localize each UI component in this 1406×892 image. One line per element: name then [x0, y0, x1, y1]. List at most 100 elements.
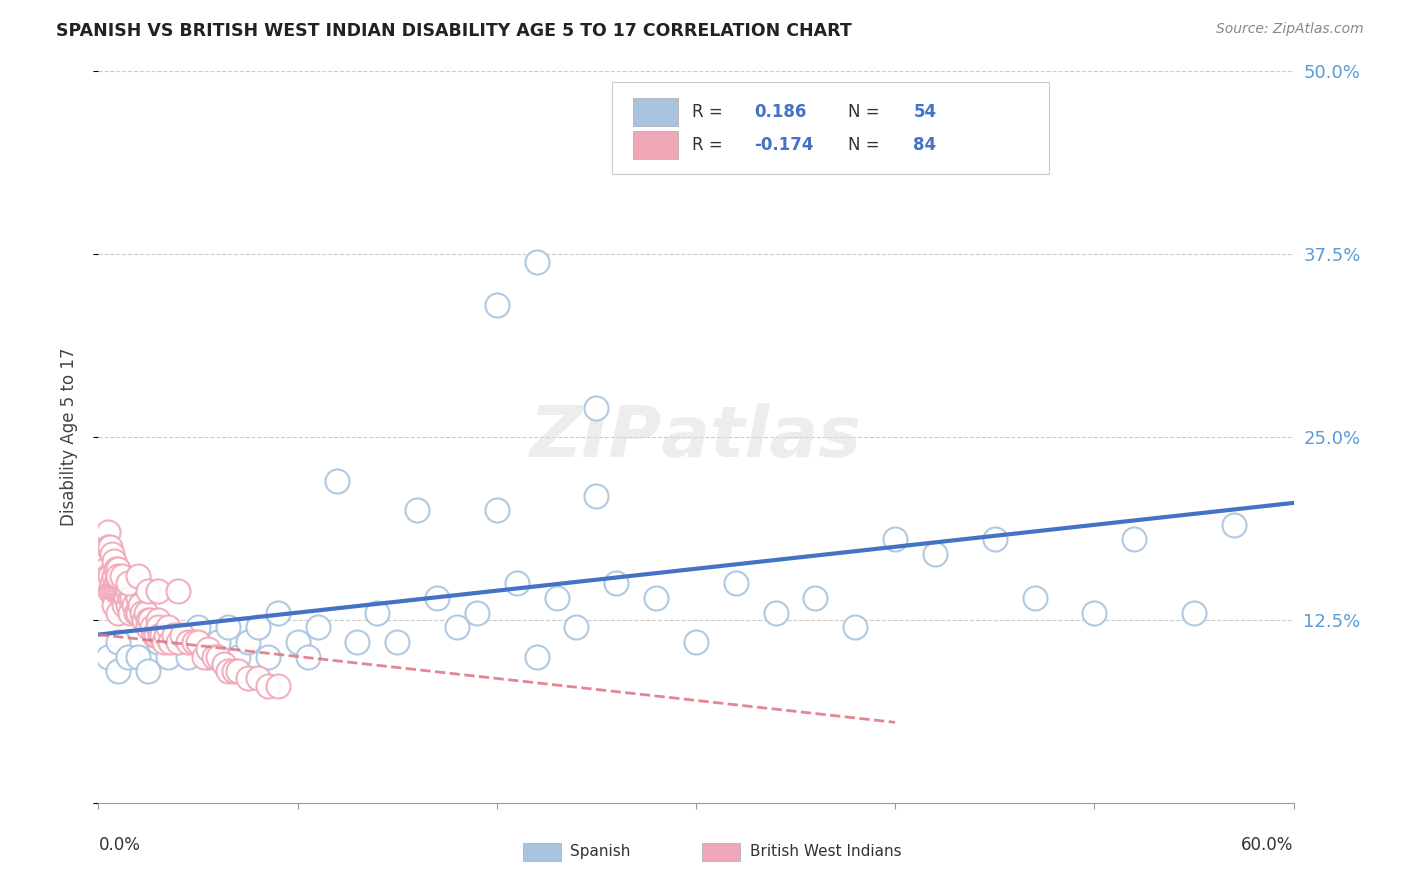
Point	[97, 576, 120, 591]
Text: 0.186: 0.186	[755, 103, 807, 121]
Point	[125, 606, 148, 620]
Point	[98, 540, 122, 554]
Point	[385, 635, 409, 649]
Point	[107, 635, 129, 649]
Point	[1223, 517, 1246, 532]
Text: ZIP​atlas: ZIP​atlas	[530, 402, 862, 472]
Point	[267, 606, 290, 620]
Point	[256, 649, 278, 664]
Point	[526, 254, 548, 268]
Point	[93, 569, 115, 583]
Point	[110, 576, 132, 591]
Point	[136, 583, 159, 598]
Point	[585, 401, 607, 415]
Point	[107, 562, 129, 576]
Point	[117, 599, 139, 613]
Point	[485, 298, 508, 312]
Point	[131, 606, 153, 620]
Point	[111, 569, 134, 583]
Point	[724, 576, 747, 591]
Point	[155, 627, 177, 641]
Point	[177, 635, 200, 649]
Point	[202, 649, 225, 664]
Point	[135, 606, 157, 620]
Point	[148, 620, 170, 634]
Point	[111, 583, 134, 598]
Point	[485, 503, 508, 517]
Text: N =: N =	[848, 103, 884, 121]
Text: 60.0%: 60.0%	[1241, 836, 1294, 854]
Point	[101, 576, 124, 591]
Point	[685, 635, 707, 649]
Point	[187, 635, 209, 649]
Point	[565, 620, 588, 634]
Point	[103, 599, 125, 613]
Point	[103, 554, 125, 568]
Text: Source: ZipAtlas.com: Source: ZipAtlas.com	[1216, 22, 1364, 37]
Point	[124, 599, 146, 613]
Point	[167, 635, 190, 649]
Point	[143, 627, 166, 641]
Point	[136, 664, 159, 678]
Point	[212, 657, 235, 671]
Point	[187, 620, 209, 634]
Point	[197, 649, 219, 664]
Point	[107, 576, 129, 591]
Point	[267, 679, 290, 693]
Point	[236, 672, 259, 686]
Point	[183, 635, 205, 649]
Point	[148, 583, 170, 598]
Text: SPANISH VS BRITISH WEST INDIAN DISABILITY AGE 5 TO 17 CORRELATION CHART: SPANISH VS BRITISH WEST INDIAN DISABILIT…	[56, 22, 852, 40]
Point	[1182, 606, 1205, 620]
Point	[153, 635, 176, 649]
Point	[167, 583, 190, 598]
Point	[246, 672, 269, 686]
Point	[120, 591, 142, 605]
Point	[585, 489, 607, 503]
Point	[256, 679, 278, 693]
Text: -0.174: -0.174	[755, 136, 814, 154]
Point	[121, 591, 143, 605]
Point	[120, 606, 142, 620]
Point	[207, 649, 229, 664]
Point	[226, 664, 249, 678]
Point	[526, 649, 548, 664]
Point	[226, 649, 249, 664]
Point	[117, 576, 139, 591]
Point	[765, 606, 787, 620]
Point	[141, 620, 163, 634]
Point	[172, 627, 194, 641]
Point	[884, 533, 907, 547]
Point	[236, 635, 259, 649]
Point	[1123, 533, 1146, 547]
Point	[117, 583, 139, 598]
Point	[103, 569, 125, 583]
Text: 0.0%: 0.0%	[98, 836, 141, 854]
Point	[546, 591, 568, 605]
Point	[605, 576, 627, 591]
Point	[645, 591, 668, 605]
Point	[222, 664, 245, 678]
FancyBboxPatch shape	[613, 82, 1049, 174]
Point	[107, 606, 129, 620]
Point	[134, 613, 156, 627]
Point	[446, 620, 468, 634]
Point	[112, 599, 135, 613]
Text: 84: 84	[914, 136, 936, 154]
Point	[98, 583, 122, 598]
Point	[163, 627, 186, 641]
Point	[193, 649, 215, 664]
Point	[346, 635, 368, 649]
Point	[326, 474, 349, 488]
Point	[465, 606, 488, 620]
Point	[97, 540, 120, 554]
Point	[246, 620, 269, 634]
Point	[107, 583, 129, 598]
Point	[145, 627, 167, 641]
Point	[844, 620, 866, 634]
Point	[287, 635, 309, 649]
Point	[115, 583, 138, 598]
Point	[111, 576, 134, 591]
Point	[103, 583, 125, 598]
Point	[107, 664, 129, 678]
